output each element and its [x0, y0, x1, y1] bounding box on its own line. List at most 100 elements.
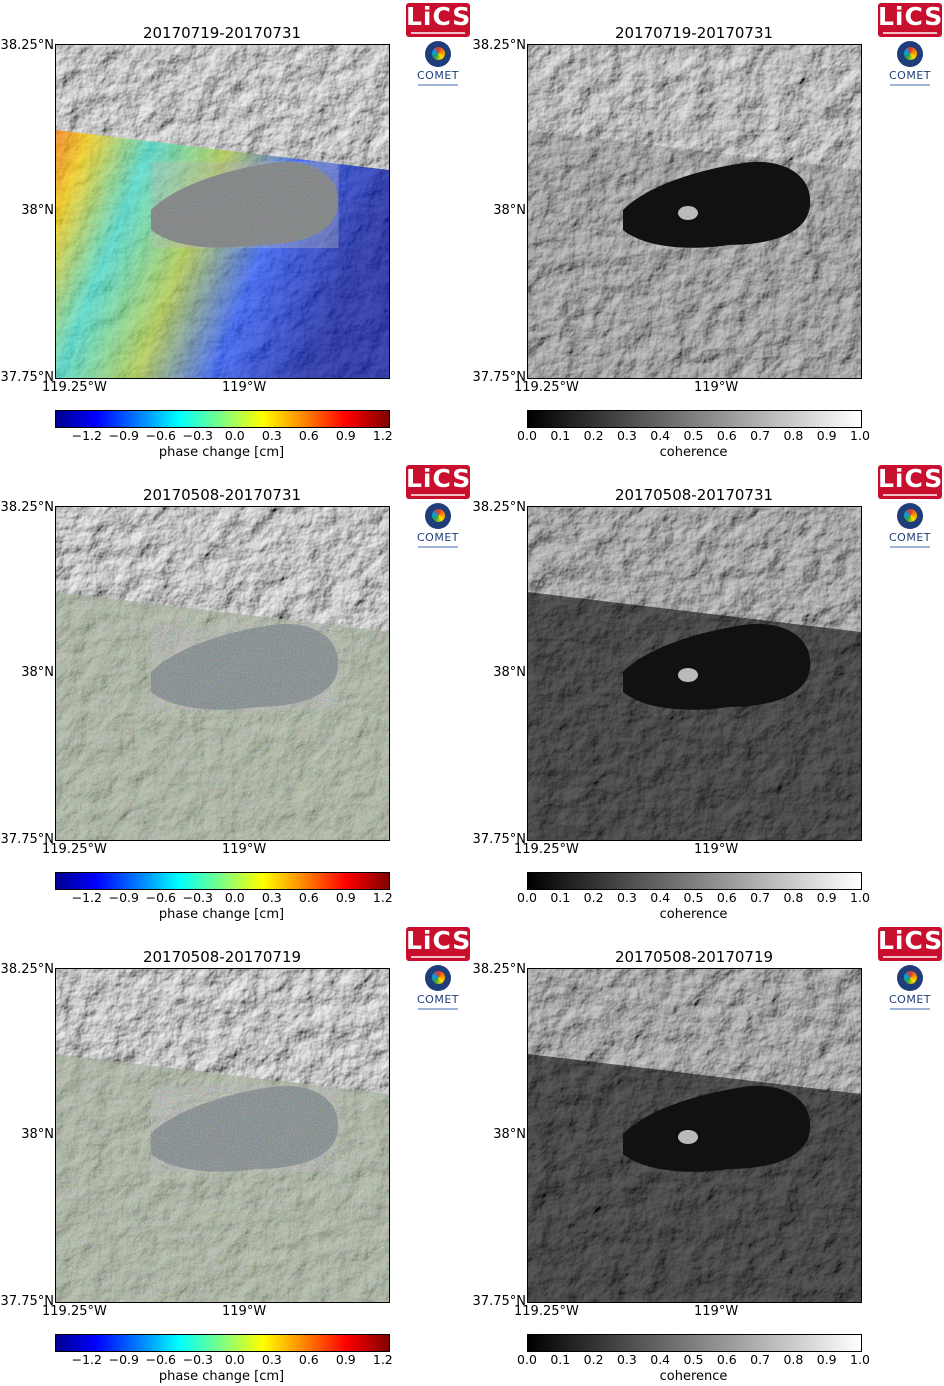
comet-logo: COMET — [410, 503, 466, 555]
lics-logo: LiCS — [406, 465, 470, 499]
colorbar-tick-label: 0.2 — [583, 1352, 604, 1367]
lat-label: 38°N — [493, 1127, 526, 1142]
comet-icon — [897, 41, 923, 67]
lat-label: 38°N — [21, 665, 54, 680]
comet-icon — [897, 503, 923, 529]
interferogram-image — [56, 507, 389, 840]
lon-label: 119.25°W — [42, 1304, 107, 1319]
lat-label: 38°N — [21, 1127, 54, 1142]
lat-label: 38.25°N — [472, 962, 526, 977]
colorbar-ticks: 0.0 0.1 0.2 0.3 0.4 0.5 0.6 0.7 0.8 0.9 1.0 — [517, 428, 870, 443]
colorbar-tick-label: 0.3 — [261, 428, 282, 443]
colorbar-ticks: −1.2 −0.9 −0.6 −0.3 0.0 0.3 0.6 0.9 1.2 — [55, 890, 393, 905]
panel-title: 20170508-20170719 — [614, 948, 774, 966]
lon-label: 119.25°W — [42, 380, 107, 395]
lics-logo: LiCS — [406, 3, 470, 37]
colorbar-tick-label: 0.7 — [750, 890, 771, 905]
colorbar-tick-label: 0.7 — [750, 1352, 771, 1367]
coherence-colorbar — [527, 410, 862, 428]
colorbar-tick-label: 0.1 — [550, 1352, 571, 1367]
lat-label: 38°N — [493, 665, 526, 680]
coherence-map — [527, 968, 862, 1303]
colorbar-tick-label: 0.9 — [816, 1352, 837, 1367]
panel-coherence-2: 20170508-20170731 — [472, 462, 944, 924]
lon-label: 119.25°W — [42, 842, 107, 857]
colorbar-tick-label: 0.8 — [783, 890, 804, 905]
lon-label: 119°W — [222, 1304, 267, 1319]
comet-icon — [425, 41, 451, 67]
colorbar-tick-label: 0.9 — [335, 1352, 356, 1367]
lon-label: 119°W — [694, 842, 739, 857]
colorbar-ticks: 0.0 0.1 0.2 0.3 0.4 0.5 0.6 0.7 0.8 0.9 1.0 — [517, 1352, 870, 1367]
colorbar-label: coherence — [659, 445, 728, 460]
lat-label: 38°N — [493, 203, 526, 218]
comet-icon — [425, 965, 451, 991]
colorbar-tick-label: 0.0 — [517, 1352, 537, 1367]
colorbar-tick-label: −0.6 — [145, 1352, 176, 1367]
colorbar-tick-label: 0.4 — [650, 890, 671, 905]
phase-map — [55, 44, 390, 379]
colorbar-label: coherence — [659, 907, 728, 922]
colorbar-tick-label: −1.2 — [71, 428, 102, 443]
lon-label: 119.25°W — [514, 380, 579, 395]
colorbar-tick-label: 0.1 — [550, 428, 571, 443]
colorbar-label: phase change [cm] — [158, 907, 285, 922]
colorbar-tick-label: −0.9 — [108, 890, 139, 905]
colorbar-tick-label: −0.9 — [108, 1352, 139, 1367]
colorbar-tick-label: 0.6 — [298, 1352, 319, 1367]
colorbar-tick-label: 0.9 — [816, 428, 837, 443]
colorbar-tick-label: −0.3 — [182, 1352, 213, 1367]
lon-label: 119°W — [222, 380, 267, 395]
colorbar-tick-label: 1.0 — [850, 890, 870, 905]
panel-phase-3: 20170508-20170719 — [0, 924, 472, 1386]
lon-label: 119°W — [694, 380, 739, 395]
coherence-image — [528, 45, 861, 378]
colorbar-tick-label: 1.0 — [850, 428, 870, 443]
lics-logo: LiCS — [406, 927, 470, 961]
phase-map — [55, 968, 390, 1303]
lon-label: 119°W — [694, 1304, 739, 1319]
phase-map — [55, 506, 390, 841]
colorbar-tick-label: 0.5 — [683, 1352, 704, 1367]
lat-label: 38.25°N — [472, 38, 526, 53]
lat-label: 37.75°N — [0, 370, 54, 385]
lics-logo: LiCS — [878, 465, 942, 499]
colorbar-tick-label: 0.3 — [261, 890, 282, 905]
colorbar-tick-label: 0.8 — [783, 428, 804, 443]
interferogram-image — [56, 969, 389, 1302]
panel-title: 20170719-20170731 — [614, 24, 774, 42]
colorbar-tick-label: 0.6 — [716, 890, 737, 905]
lat-label: 37.75°N — [0, 1294, 54, 1309]
colorbar-label: phase change [cm] — [158, 1369, 285, 1384]
colorbar-tick-label: 0.5 — [683, 428, 704, 443]
colorbar-ticks: 0.0 0.1 0.2 0.3 0.4 0.5 0.6 0.7 0.8 0.9 1.0 — [517, 890, 870, 905]
panel-title: 20170508-20170731 — [614, 486, 774, 504]
comet-logo: COMET — [410, 965, 466, 1017]
colorbar-tick-label: 0.2 — [583, 890, 604, 905]
colorbar-tick-label: 0.0 — [224, 1352, 245, 1367]
lon-label: 119.25°W — [514, 1304, 579, 1319]
colorbar-tick-label: −0.3 — [182, 428, 213, 443]
colorbar-tick-label: 0.0 — [517, 890, 537, 905]
colorbar-tick-label: −0.6 — [145, 428, 176, 443]
colorbar-tick-label: 0.9 — [816, 890, 837, 905]
colorbar-tick-label: 0.3 — [616, 890, 637, 905]
panel-phase-2: 20170508-20170731 — [0, 462, 472, 924]
colorbar-tick-label: 0.4 — [650, 1352, 671, 1367]
lat-label: 38.25°N — [0, 500, 54, 515]
lat-label: 38.25°N — [0, 962, 54, 977]
colorbar-tick-label: 0.6 — [716, 428, 737, 443]
colorbar-tick-label: 0.7 — [750, 428, 771, 443]
comet-logo: COMET — [882, 503, 938, 555]
colorbar-tick-label: 0.3 — [616, 428, 637, 443]
panel-coherence-1: 20170719-20170731 — [472, 0, 944, 462]
phase-colorbar — [55, 872, 390, 890]
coherence-colorbar — [527, 1334, 862, 1352]
colorbar-ticks: −1.2 −0.9 −0.6 −0.3 0.0 0.3 0.6 0.9 1.2 — [55, 428, 393, 443]
phase-colorbar — [55, 410, 390, 428]
comet-icon — [897, 965, 923, 991]
panel-coherence-3: 20170508-20170719 — [472, 924, 944, 1386]
lat-label: 37.75°N — [472, 832, 526, 847]
phase-colorbar — [55, 1334, 390, 1352]
colorbar-tick-label: 0.0 — [224, 890, 245, 905]
